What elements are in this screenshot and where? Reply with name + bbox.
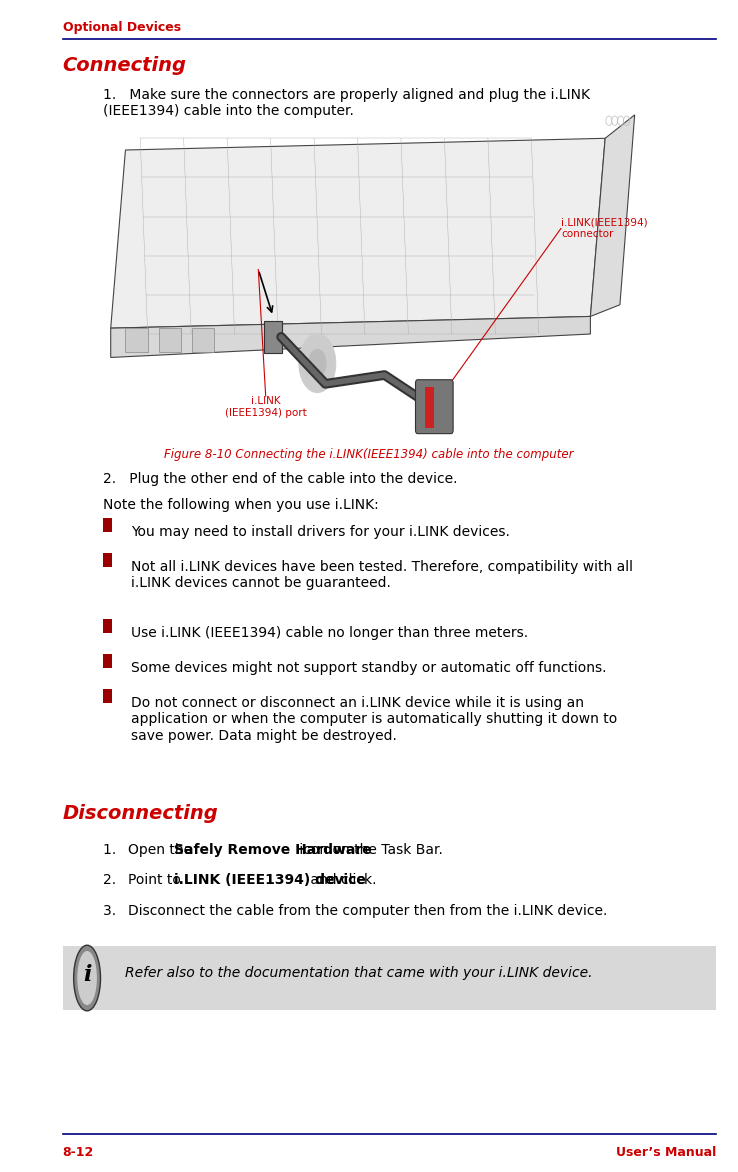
Ellipse shape xyxy=(77,950,97,1006)
FancyBboxPatch shape xyxy=(125,328,148,352)
FancyBboxPatch shape xyxy=(159,328,181,352)
FancyBboxPatch shape xyxy=(264,321,282,353)
Text: Optional Devices: Optional Devices xyxy=(63,21,181,34)
Text: Figure 8-10 Connecting the i.LINK(IEEE1394) cable into the computer: Figure 8-10 Connecting the i.LINK(IEEE13… xyxy=(165,448,573,461)
FancyBboxPatch shape xyxy=(103,654,112,668)
Text: icon on the Task Bar.: icon on the Task Bar. xyxy=(295,843,444,857)
Text: Disconnect the cable from the computer then from the i.LINK device.: Disconnect the cable from the computer t… xyxy=(128,904,608,918)
Text: You may need to install drivers for your i.LINK devices.: You may need to install drivers for your… xyxy=(131,525,510,539)
Text: Some devices might not support standby or automatic off functions.: Some devices might not support standby o… xyxy=(131,661,607,675)
Text: Connecting: Connecting xyxy=(63,56,187,75)
Text: i.LINK
(IEEE1394) port: i.LINK (IEEE1394) port xyxy=(225,396,306,417)
Text: 3.: 3. xyxy=(103,904,130,918)
Text: i.LINK (IEEE1394) device: i.LINK (IEEE1394) device xyxy=(173,873,365,887)
Polygon shape xyxy=(111,316,590,357)
Text: 2.   Plug the other end of the cable into the device.: 2. Plug the other end of the cable into … xyxy=(103,472,458,486)
Text: Not all i.LINK devices have been tested. Therefore, compatibility with all
i.LIN: Not all i.LINK devices have been tested.… xyxy=(131,560,633,591)
FancyBboxPatch shape xyxy=(192,328,214,352)
Text: 1.: 1. xyxy=(103,843,130,857)
Ellipse shape xyxy=(74,946,100,1011)
Text: 1.   Make sure the connectors are properly aligned and plug the i.LINK
(IEEE1394: 1. Make sure the connectors are properly… xyxy=(103,88,590,118)
Text: Refer also to the documentation that came with your i.LINK device.: Refer also to the documentation that cam… xyxy=(125,967,593,981)
Text: Open the: Open the xyxy=(128,843,197,857)
Text: 2.: 2. xyxy=(103,873,130,887)
Text: i: i xyxy=(83,963,92,986)
Text: Safely Remove Hardware: Safely Remove Hardware xyxy=(173,843,371,857)
Text: i.LINK(IEEE1394)
connector: i.LINK(IEEE1394) connector xyxy=(561,218,647,239)
Text: Use i.LINK (IEEE1394) cable no longer than three meters.: Use i.LINK (IEEE1394) cable no longer th… xyxy=(131,626,528,640)
Polygon shape xyxy=(590,115,635,316)
Polygon shape xyxy=(111,138,605,328)
Text: and click.: and click. xyxy=(306,873,377,887)
Text: Disconnecting: Disconnecting xyxy=(63,804,218,823)
FancyBboxPatch shape xyxy=(425,387,434,428)
Text: Point to: Point to xyxy=(128,873,186,887)
Text: User’s Manual: User’s Manual xyxy=(615,1146,716,1159)
Circle shape xyxy=(308,349,326,377)
Text: Do not connect or disconnect an i.LINK device while it is using an
application o: Do not connect or disconnect an i.LINK d… xyxy=(131,696,618,743)
FancyBboxPatch shape xyxy=(63,946,716,1010)
Text: 8-12: 8-12 xyxy=(63,1146,94,1159)
FancyBboxPatch shape xyxy=(103,518,112,532)
Circle shape xyxy=(299,334,336,393)
FancyBboxPatch shape xyxy=(103,689,112,703)
FancyBboxPatch shape xyxy=(415,380,453,434)
Text: Note the following when you use i.LINK:: Note the following when you use i.LINK: xyxy=(103,498,379,512)
FancyBboxPatch shape xyxy=(103,619,112,633)
FancyBboxPatch shape xyxy=(103,553,112,567)
